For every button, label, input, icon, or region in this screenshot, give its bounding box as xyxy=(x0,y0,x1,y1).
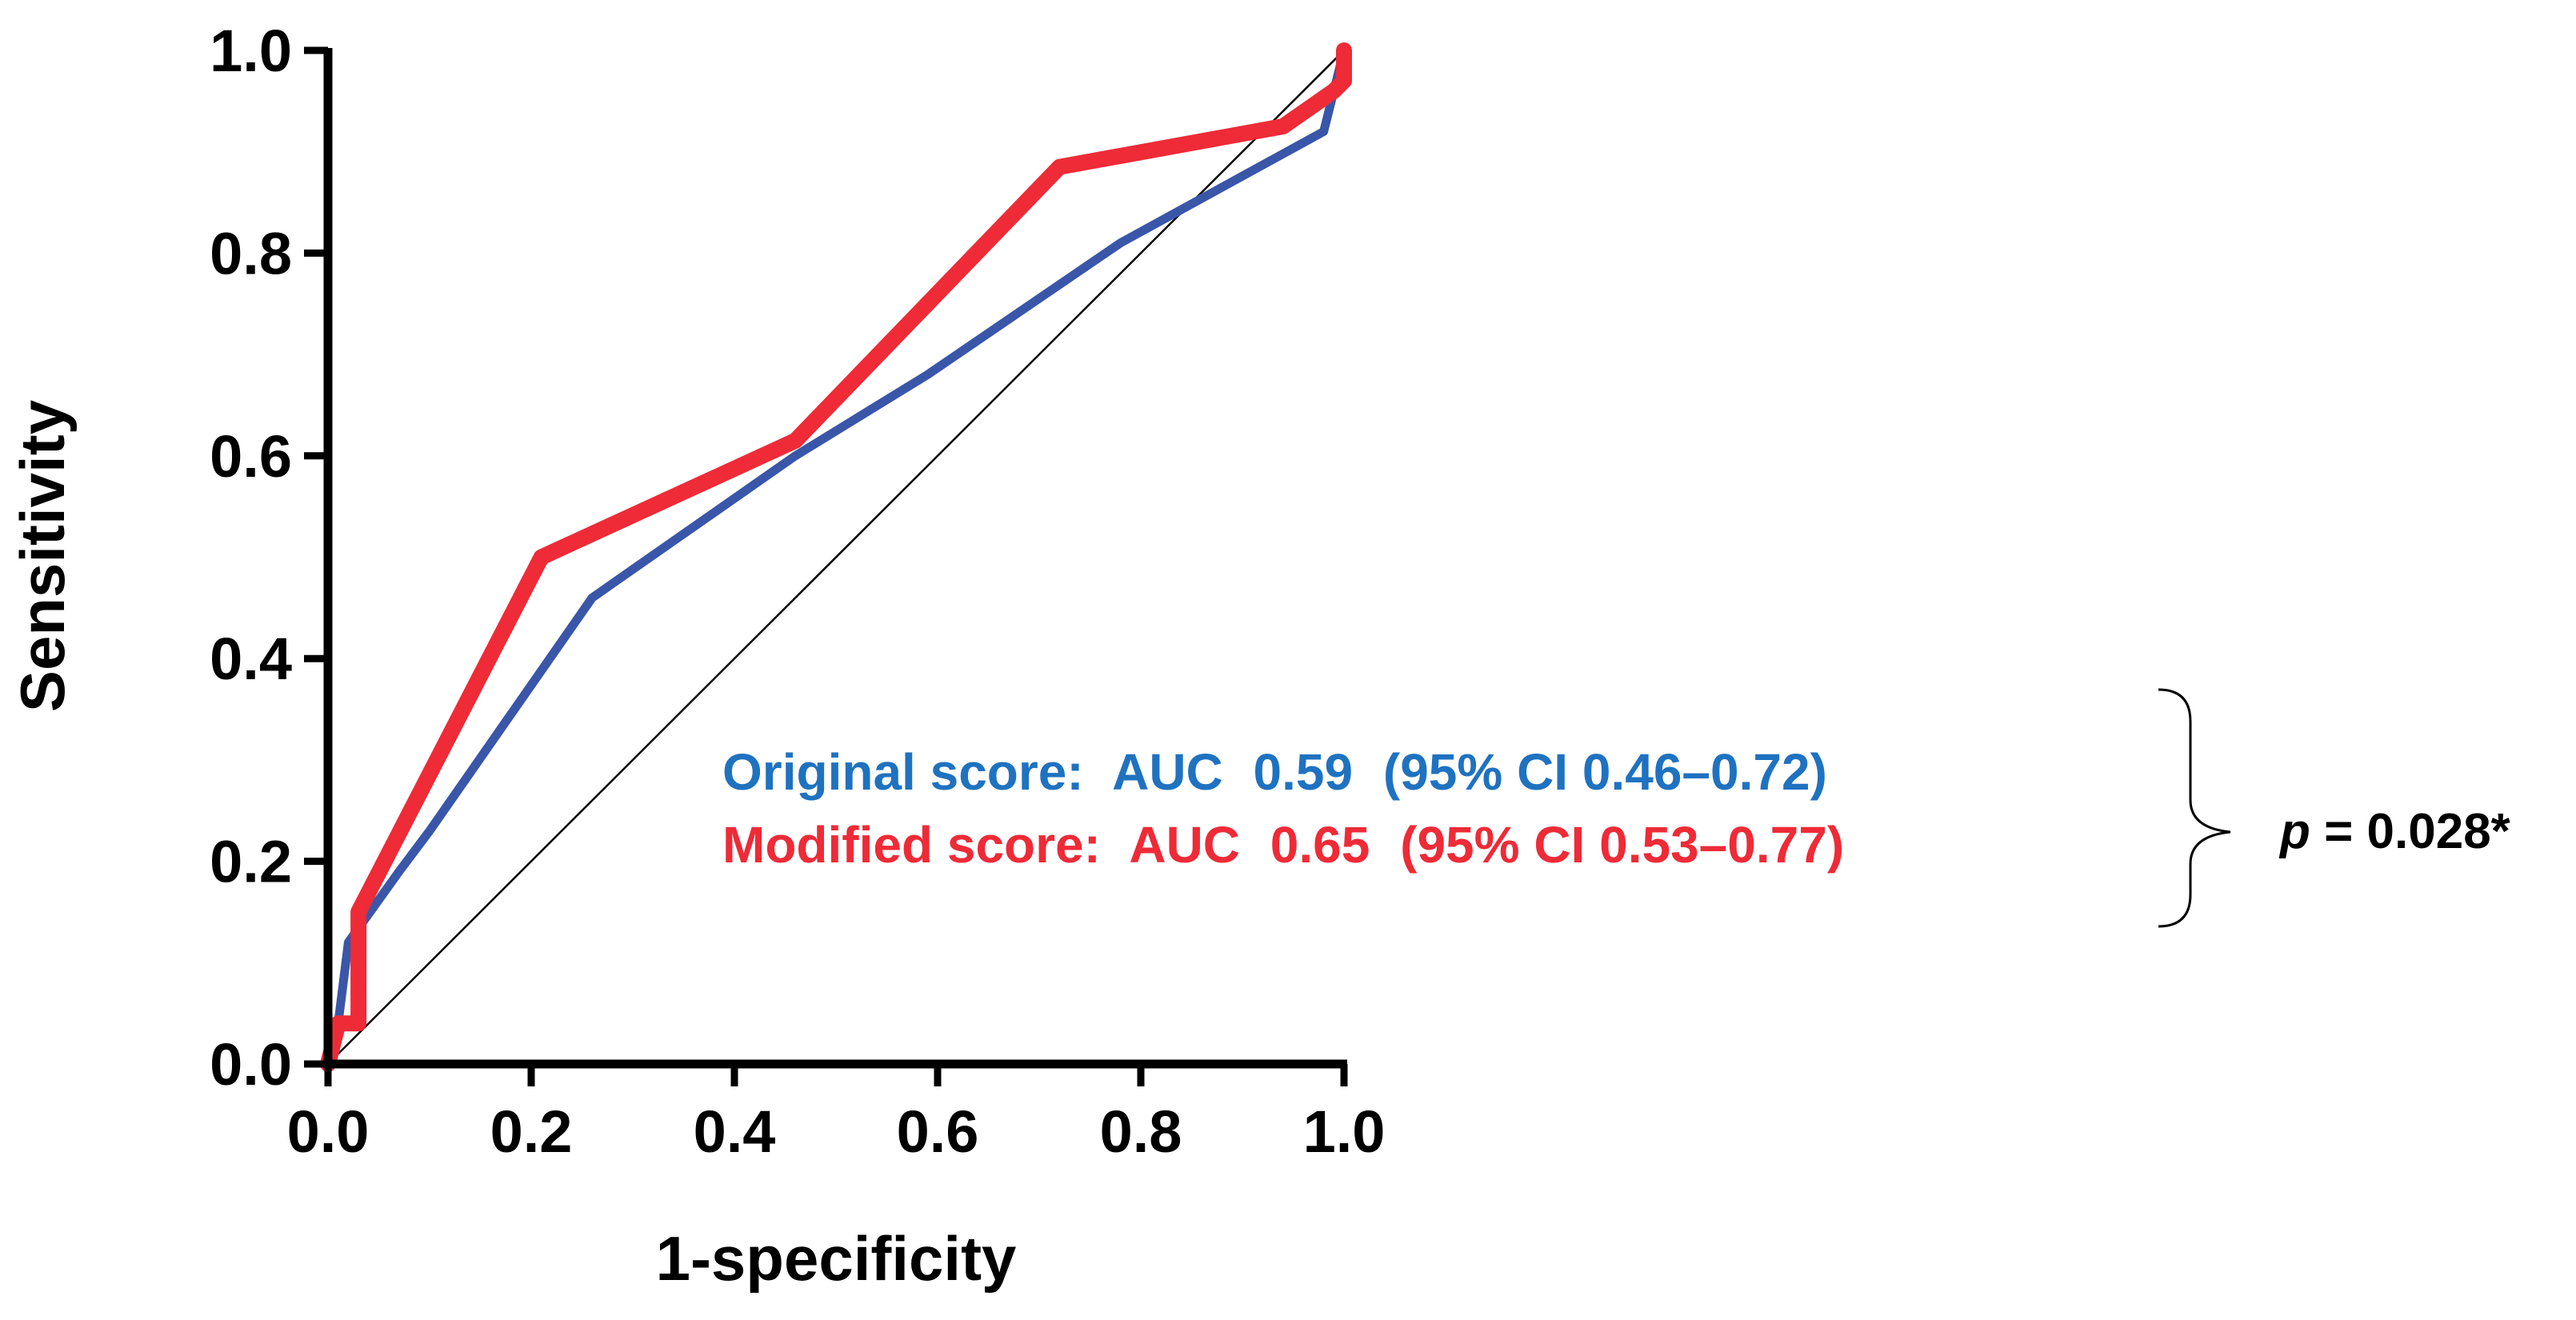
p-value-text: = 0.028* xyxy=(2310,804,2511,859)
original-score-label: Original score: xyxy=(722,743,1084,801)
original-score-line xyxy=(323,46,1349,1069)
x-tick-label: 0.0 xyxy=(287,1098,370,1165)
original-auc-value: 0.59 xyxy=(1254,743,1354,801)
plot-lines xyxy=(320,42,1352,1072)
original-auc-ci: (95% CI 0.46–0.72) xyxy=(1383,743,1827,801)
x-tick-label: 1.0 xyxy=(1303,1098,1386,1165)
modified-score-annotation: Modified score: AUC 0.65 (95% CI 0.53–0.… xyxy=(722,816,1844,874)
y-tick-label: 0.8 xyxy=(210,220,292,286)
x-tick-label: 0.2 xyxy=(490,1098,573,1165)
modified-score-label: Modified score: xyxy=(722,816,1101,874)
y-ticks: 0.0 0.2 0.4 0.6 0.8 1.0 xyxy=(210,18,328,1098)
original-auc-label: AUC xyxy=(1112,743,1223,801)
comparison-brace xyxy=(2158,688,2231,928)
y-tick-label: 0.4 xyxy=(210,626,292,692)
y-tick-label: 0.2 xyxy=(210,829,292,895)
p-symbol: p xyxy=(2278,804,2310,859)
x-axis-label: 1-specificity xyxy=(656,1223,1017,1294)
y-tick-label: 0.0 xyxy=(210,1031,292,1098)
x-tick-label: 0.8 xyxy=(1100,1098,1182,1165)
original-score-annotation: Original score: AUC 0.59 (95% CI 0.46–0.… xyxy=(722,743,1827,801)
y-tick-label: 0.6 xyxy=(210,423,292,490)
modified-auc-ci: (95% CI 0.53–0.77) xyxy=(1400,816,1844,874)
modified-auc-label: AUC xyxy=(1129,816,1240,874)
modified-auc-value: 0.65 xyxy=(1270,816,1370,874)
modified-score-line xyxy=(320,42,1352,1072)
x-tick-label: 0.4 xyxy=(694,1098,776,1165)
p-value-annotation: p = 0.028* xyxy=(2278,804,2511,859)
reference-diagonal-line xyxy=(326,49,1346,1066)
y-axis-label: Sensitivity xyxy=(7,400,78,712)
x-tick-label: 0.6 xyxy=(897,1098,979,1165)
y-tick-label: 1.0 xyxy=(210,18,292,84)
x-ticks: 0.0 0.2 0.4 0.6 0.8 1.0 xyxy=(287,1064,1386,1165)
